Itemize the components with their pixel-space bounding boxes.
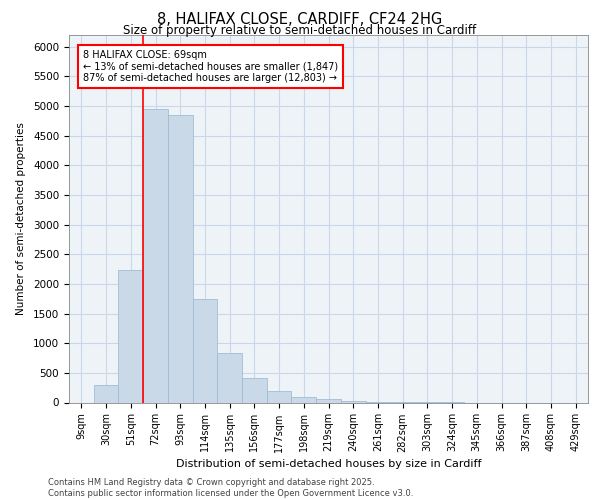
Bar (341, 401, 365, 402)
Y-axis label: Number of semi-detached properties: Number of semi-detached properties (16, 122, 26, 315)
Bar (217, 352, 242, 403)
Bar (94, 386, 118, 402)
Text: 8 HALIFAX CLOSE: 69sqm
← 13% of semi-detached houses are smaller (1,847)
87% of : 8 HALIFAX CLOSE: 69sqm ← 13% of semi-det… (83, 50, 338, 83)
Bar (267, 391, 292, 402)
Bar (118, 270, 143, 402)
Bar (242, 378, 267, 402)
Bar (143, 109, 168, 403)
Bar (193, 299, 217, 403)
Text: Size of property relative to semi-detached houses in Cardiff: Size of property relative to semi-detach… (124, 24, 476, 37)
Bar (292, 397, 316, 402)
X-axis label: Distribution of semi-detached houses by size in Cardiff: Distribution of semi-detached houses by … (176, 458, 481, 468)
Text: 8, HALIFAX CLOSE, CARDIFF, CF24 2HG: 8, HALIFAX CLOSE, CARDIFF, CF24 2HG (157, 12, 443, 28)
Text: Contains HM Land Registry data © Crown copyright and database right 2025.
Contai: Contains HM Land Registry data © Crown c… (48, 478, 413, 498)
Bar (168, 115, 193, 403)
Bar (316, 399, 341, 402)
